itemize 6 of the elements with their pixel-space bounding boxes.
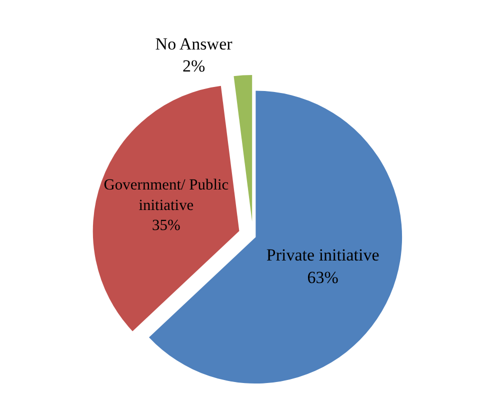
data-label: 2%	[182, 56, 206, 76]
slice-label: Private initiative	[266, 246, 380, 265]
slice-label: Government/ Public initiative	[104, 176, 229, 214]
data-label: 63%	[307, 268, 338, 287]
slice-label: No Answer	[155, 34, 233, 54]
data-label: 35%	[152, 216, 180, 234]
